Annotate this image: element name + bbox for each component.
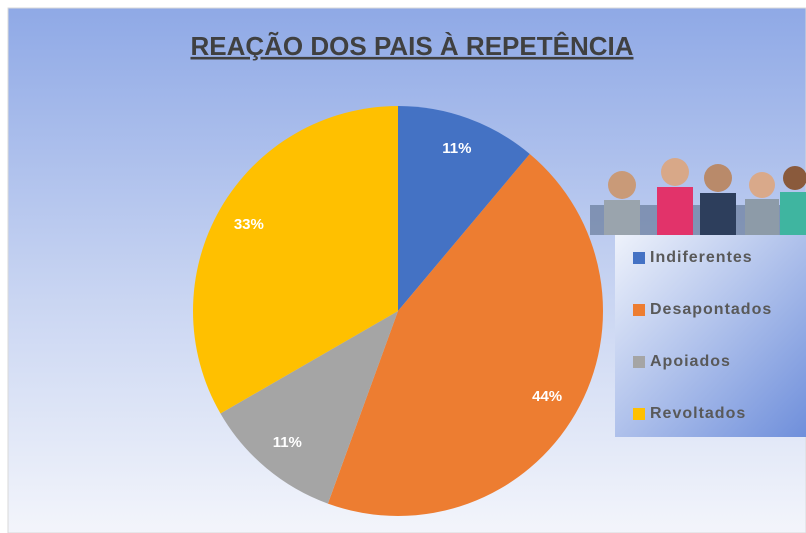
legend-marker	[633, 304, 645, 316]
chart: REAÇÃO DOS PAIS À REPETÊNCIA 11% 44% 11% 33…	[0, 0, 806, 533]
legend-label: Revoltados	[650, 405, 746, 422]
page: REAÇÃO DOS PAIS À REPETÊNCIA 11% 44% 11% 33…	[0, 0, 806, 533]
legend-label: Desapontados	[650, 301, 772, 318]
legend-marker	[633, 252, 645, 264]
data-label: 33%	[234, 216, 264, 233]
legend-marker	[633, 356, 645, 368]
legend-label: Indiferentes	[650, 249, 753, 266]
pie: 11% 44% 11% 33%	[193, 106, 603, 516]
data-label: 11%	[442, 140, 471, 157]
data-label: 11%	[273, 434, 302, 451]
legend-marker	[633, 408, 645, 420]
legend-label: Apoiados	[650, 353, 731, 370]
data-label: 44%	[532, 388, 562, 405]
chart-title: REAÇÃO DOS PAIS À REPETÊNCIA	[190, 31, 633, 61]
